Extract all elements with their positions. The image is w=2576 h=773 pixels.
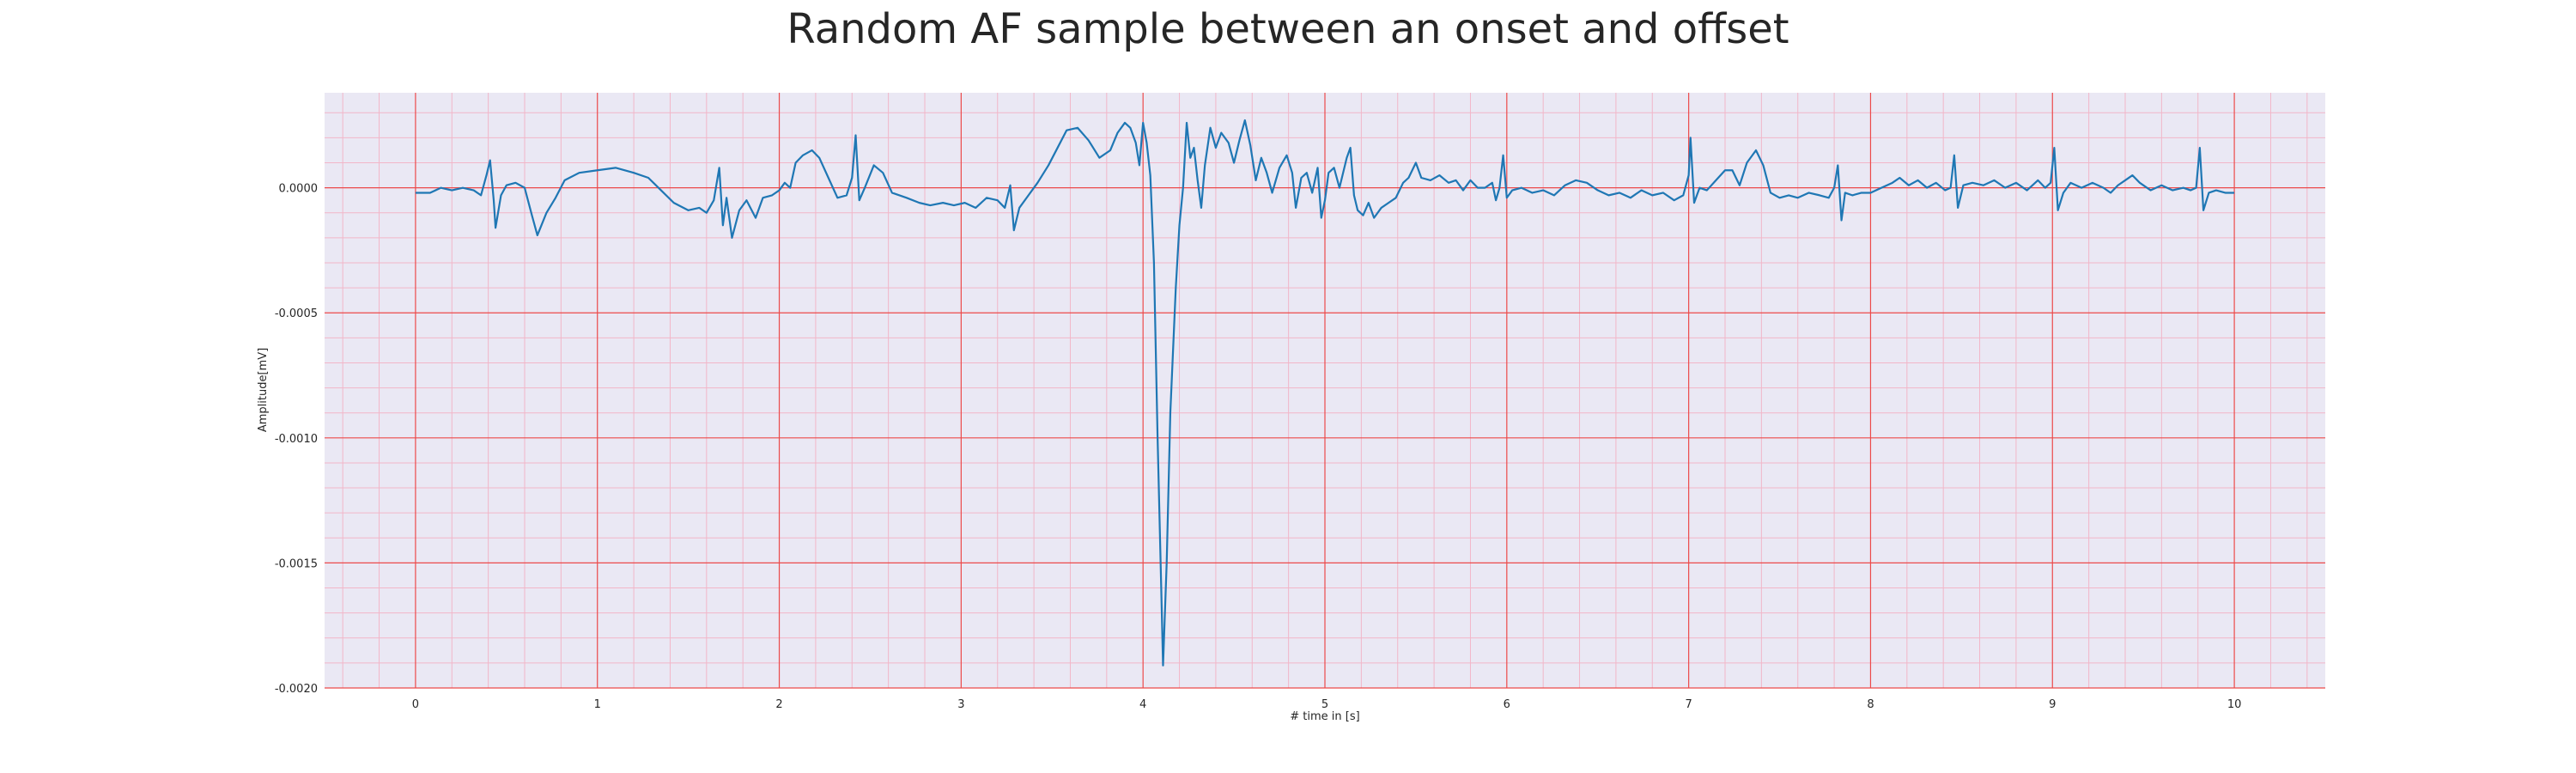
y-tick-label: -0.0010 [275, 433, 318, 446]
x-tick-label: 2 [775, 698, 782, 711]
x-tick-label: 3 [957, 698, 964, 711]
chart-title: Random AF sample between an onset and of… [787, 5, 1789, 53]
x-tick-label: 8 [1867, 698, 1874, 711]
x-tick-label: 7 [1685, 698, 1692, 711]
y-tick-labels: 0.0000 -0.0005 -0.0010 -0.0015 -0.0020 [275, 183, 318, 696]
major-grid [325, 93, 2325, 689]
series-layer [415, 119, 2235, 666]
y-axis-label: Amplitude[mV] [257, 348, 270, 432]
x-tick-labels: 0 1 2 3 4 5 6 7 8 9 10 [412, 698, 2242, 711]
y-tick-label: -0.0005 [275, 307, 318, 320]
x-tick-label: 6 [1504, 698, 1510, 711]
y-tick-label: -0.0015 [275, 557, 318, 570]
x-tick-label: 5 [1321, 698, 1328, 711]
series-line [415, 119, 2235, 666]
x-axis-label: # time in [s] [1290, 710, 1359, 723]
x-tick-label: 0 [412, 698, 419, 711]
y-tick-label: -0.0020 [275, 683, 318, 696]
x-tick-label: 10 [2227, 698, 2242, 711]
x-tick-label: 4 [1139, 698, 1146, 711]
x-tick-label: 1 [594, 698, 601, 711]
x-tick-label: 9 [2049, 698, 2056, 711]
y-tick-label: 0.0000 [279, 183, 319, 196]
